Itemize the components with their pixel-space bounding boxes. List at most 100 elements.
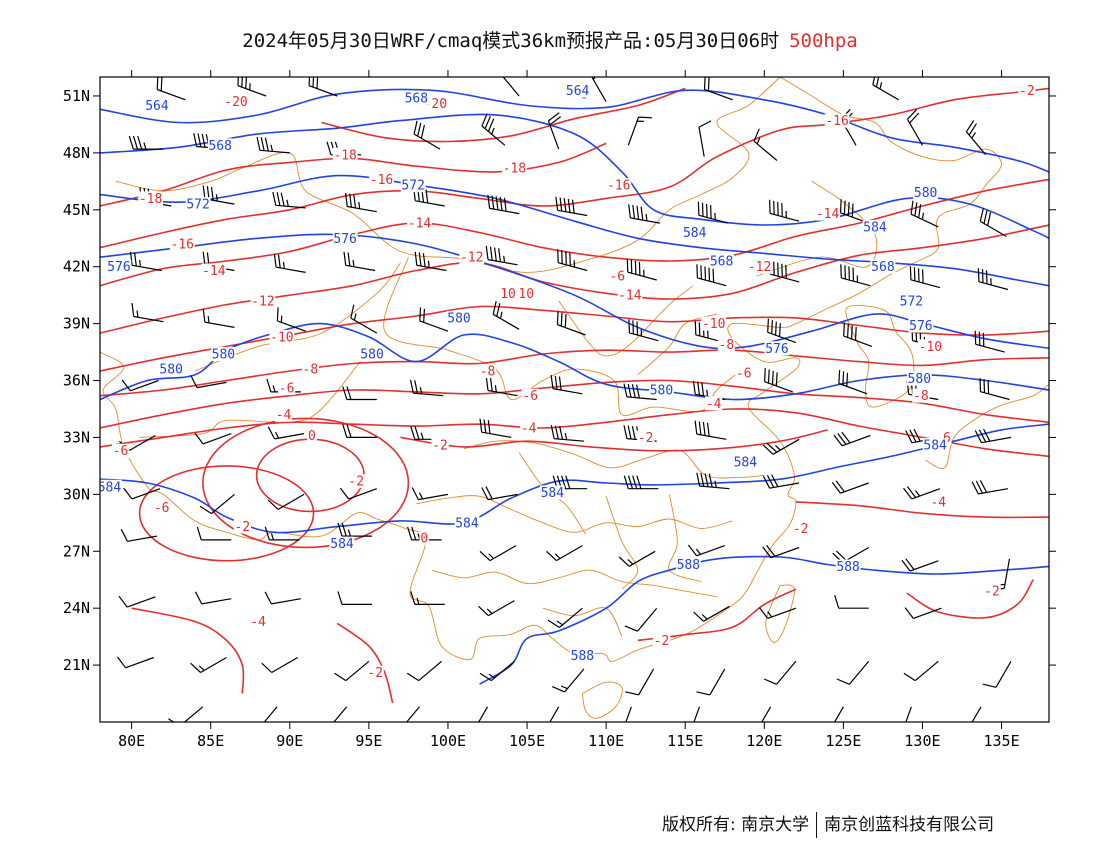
height-label-bg <box>682 225 708 240</box>
x-tick-label: 135E <box>983 732 1019 750</box>
temperature-label-bg <box>431 438 449 453</box>
wind-barb <box>481 486 518 501</box>
temperature-label-bg <box>307 428 317 443</box>
height-label-bg <box>675 557 701 572</box>
x-tick-label: 100E <box>430 732 466 750</box>
y-tick-label: 36N <box>63 372 90 390</box>
y-tick-label: 51N <box>63 87 90 105</box>
wind-barb <box>485 376 518 397</box>
wind-barb <box>308 77 338 97</box>
height-label: 580 <box>447 311 470 326</box>
wind-barb <box>552 475 588 490</box>
wind-barb <box>979 378 1010 401</box>
height-label-bg <box>106 259 132 274</box>
boundary-line <box>756 180 878 277</box>
wind-barb <box>753 128 778 161</box>
x-tick-label: 120E <box>746 732 782 750</box>
temperature-contour <box>906 579 1034 619</box>
wind-barb <box>411 487 449 501</box>
wind-barb <box>549 706 560 722</box>
wind-barb <box>272 191 306 209</box>
height-contour <box>100 322 1049 401</box>
copyright-footer: 版权所有: 南京大学 南京创蓝科技有限公司 <box>662 810 994 838</box>
temperature-label-bg <box>407 216 432 231</box>
wind-barb <box>264 526 300 541</box>
temperature-label-bg <box>419 530 430 545</box>
height-label-bg <box>649 383 674 398</box>
wind-barb <box>687 544 726 557</box>
temperature-label: -6 <box>279 382 295 397</box>
wind-barb <box>840 264 871 287</box>
boundary-layer <box>100 77 1049 719</box>
temperature-label: -2 <box>654 634 670 649</box>
wind-barb <box>767 318 797 344</box>
wind-barb <box>626 258 657 281</box>
boundary-line <box>416 495 733 533</box>
wind-barb <box>769 199 800 222</box>
wind-barb <box>343 251 376 272</box>
temperature-label-bg <box>169 236 195 251</box>
height-contour <box>100 113 1049 240</box>
temperature-label: -18 <box>333 148 356 163</box>
height-label: 584 <box>923 439 947 454</box>
temperature-label: -12 <box>748 260 771 275</box>
temperature-label-bg <box>478 364 497 379</box>
height-label-bg <box>922 438 948 453</box>
height-label: 580 <box>360 347 383 362</box>
wind-barb <box>909 266 941 289</box>
height-label-bg <box>908 318 934 333</box>
wind-barb <box>264 591 302 605</box>
temperature-label-bg <box>278 381 296 396</box>
temperature-label-bg <box>735 365 753 380</box>
height-label-bg <box>565 83 591 98</box>
wind-barb <box>905 706 912 722</box>
temperature-label-bg <box>608 269 626 284</box>
wind-barb <box>131 302 164 323</box>
wind-barb <box>502 77 520 97</box>
wind-barb <box>769 260 800 283</box>
wind-barb <box>406 660 442 682</box>
temperature-label-bg <box>499 286 517 301</box>
height-label-bg <box>359 346 385 361</box>
wind-barb <box>409 379 444 397</box>
wind-barb <box>337 522 372 537</box>
title-level: 500hpa <box>789 30 858 52</box>
temperature-label-bg <box>138 191 164 206</box>
wind-barb <box>761 706 772 722</box>
wind-barb <box>410 591 445 605</box>
wind-barb <box>763 660 797 685</box>
wind-barb <box>557 249 588 272</box>
wind-barb <box>478 600 515 617</box>
x-tick-label: 105E <box>509 732 545 750</box>
wind-barb <box>623 383 657 401</box>
height-label-bg <box>835 559 861 574</box>
temperature-label-bg <box>824 113 850 128</box>
boundary-line <box>605 496 639 590</box>
wind-barb <box>413 120 441 150</box>
height-label-bg <box>210 346 236 361</box>
y-tick-label: 30N <box>63 485 90 503</box>
x-tick-label: 85E <box>197 732 224 750</box>
wind-barb <box>547 112 562 150</box>
wind-barb <box>833 706 844 722</box>
wind-barb <box>974 428 1012 444</box>
boundary-line <box>542 607 623 637</box>
wind-barb <box>839 199 869 224</box>
height-label: 564 <box>145 99 169 114</box>
wind-barb <box>550 375 583 395</box>
wind-barb <box>190 375 227 389</box>
height-label: 576 <box>107 260 130 275</box>
temperature-label-bg <box>233 519 251 534</box>
height-label-bg <box>400 178 426 193</box>
temperature-label: -4 <box>250 615 266 630</box>
footer-divider <box>816 812 818 838</box>
height-label: 588 <box>836 560 859 575</box>
temperature-label-bg <box>301 362 319 377</box>
wind-barb <box>965 120 987 156</box>
temperature-label-bg <box>701 316 727 331</box>
temperature-label: -6 <box>522 389 538 404</box>
wind-barb <box>116 656 155 669</box>
temperature-label: -10 <box>702 317 725 332</box>
temperature-label-bg <box>1018 83 1036 98</box>
wind-barb <box>979 207 1007 237</box>
